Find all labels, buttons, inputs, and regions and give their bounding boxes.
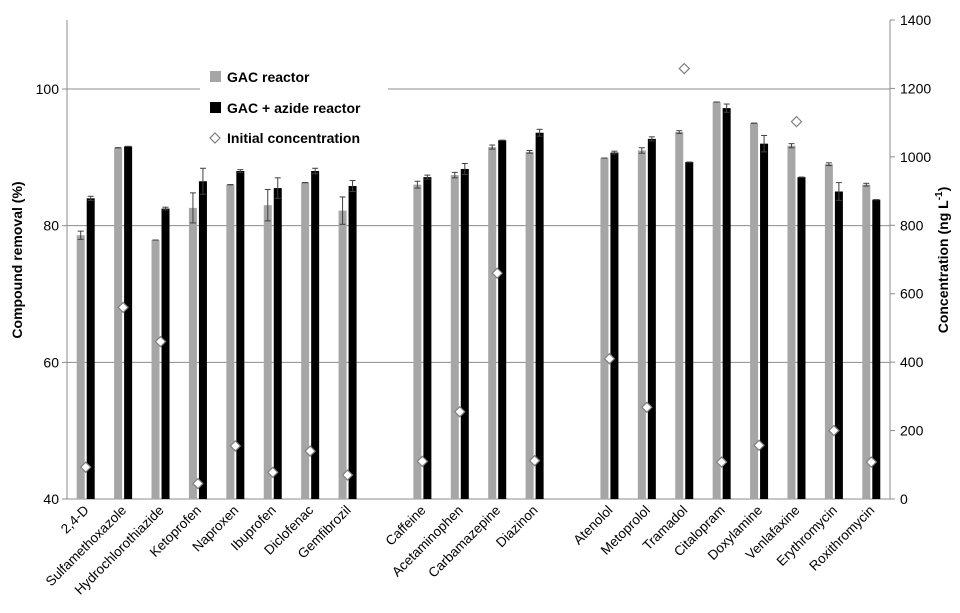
- bar: [610, 152, 619, 500]
- bar: [236, 171, 245, 499]
- bar: [498, 140, 507, 499]
- legend-label: GAC reactor: [227, 69, 310, 85]
- concentration-marker: [678, 62, 691, 75]
- legend-swatch: [209, 132, 221, 144]
- bar: [413, 184, 422, 499]
- concentration-marker: [828, 424, 840, 437]
- bar: [188, 207, 197, 499]
- bar: [348, 186, 357, 500]
- concentration-marker: [528, 454, 541, 467]
- bar: [787, 145, 796, 499]
- bar: [834, 191, 843, 499]
- y-left-tick-label: 60: [43, 354, 59, 370]
- concentration-marker: [753, 439, 765, 452]
- concentration-marker: [79, 461, 92, 474]
- concentration-marker: [715, 456, 728, 468]
- bar: [797, 177, 806, 499]
- y-right-tick-label: 1400: [900, 12, 931, 28]
- bar: [750, 123, 759, 500]
- concentration-marker: [266, 466, 279, 479]
- bar: [824, 164, 833, 499]
- y-axis-left-title: Compound removal (%): [9, 181, 25, 338]
- bar: [114, 147, 123, 499]
- bar: [161, 208, 170, 500]
- bars: [76, 101, 881, 500]
- concentration-marker: [304, 445, 317, 457]
- bar: [722, 108, 731, 499]
- bar: [198, 181, 207, 499]
- bar: [151, 240, 160, 499]
- y-axis-right-title: Concentration (ng L-1): [934, 187, 951, 334]
- y-left-tick-label: 100: [36, 81, 60, 97]
- bar: [273, 188, 282, 500]
- bar: [450, 175, 459, 499]
- bar: [488, 147, 497, 500]
- y-left-tick-label: 40: [43, 491, 59, 507]
- legend-background: [200, 62, 388, 154]
- y-right-tick-label: 0: [900, 491, 908, 507]
- concentration-marker: [229, 440, 242, 452]
- concentration-marker: [416, 455, 429, 468]
- category-labels: 2,4-DSulfamethoxazoleHydrochlorothiazide…: [43, 502, 878, 597]
- concentration-marker: [603, 352, 616, 365]
- legend-label: Initial concentration: [227, 130, 360, 146]
- legend: GAC reactor GAC + azide reactor Initial co…: [200, 62, 388, 154]
- y-right-tick-label: 200: [900, 423, 924, 439]
- category-label: Roxithromycin: [806, 503, 877, 574]
- bar: [525, 151, 534, 499]
- y-left-tick-label: 80: [43, 218, 59, 234]
- y-right-tick-label: 400: [900, 354, 924, 370]
- y-right-tick-label: 600: [900, 286, 924, 302]
- bar: [338, 210, 347, 499]
- concentration-marker: [640, 401, 653, 414]
- bar: [862, 184, 871, 499]
- bar: [685, 162, 694, 499]
- concentration-marker: [192, 477, 204, 490]
- bar: [226, 184, 235, 499]
- bar: [760, 143, 769, 499]
- concentration-marker: [453, 405, 466, 418]
- concentration-marker: [865, 456, 878, 468]
- legend-swatch: [210, 102, 221, 113]
- legend-label: GAC + azide reactor: [227, 100, 361, 116]
- concentration-marker: [341, 469, 354, 481]
- bar: [460, 168, 469, 499]
- y-right-tick-label: 800: [900, 217, 924, 233]
- bar: [712, 101, 721, 499]
- concentration-markers: [79, 62, 878, 490]
- y-right-tick-label: 1200: [900, 80, 931, 96]
- bar: [675, 132, 684, 500]
- bar: [423, 177, 432, 499]
- concentration-marker: [491, 267, 504, 280]
- bar: [311, 171, 320, 499]
- bar: [76, 235, 85, 499]
- bar: [637, 150, 646, 499]
- bar: [535, 132, 544, 499]
- bar: [86, 198, 95, 500]
- bar: [872, 199, 881, 499]
- y-right-tick-label: 1000: [900, 149, 931, 165]
- bar: [647, 138, 656, 499]
- bar: [263, 205, 272, 499]
- concentration-marker: [154, 335, 167, 348]
- category-label: 2,4-D: [58, 502, 92, 536]
- legend-swatch: [210, 71, 221, 82]
- category-label: Diazinon: [493, 503, 541, 551]
- concentration-marker: [117, 301, 129, 314]
- bar: [301, 182, 310, 499]
- concentration-marker: [790, 115, 803, 128]
- bar: [600, 158, 609, 499]
- bar: [124, 146, 133, 499]
